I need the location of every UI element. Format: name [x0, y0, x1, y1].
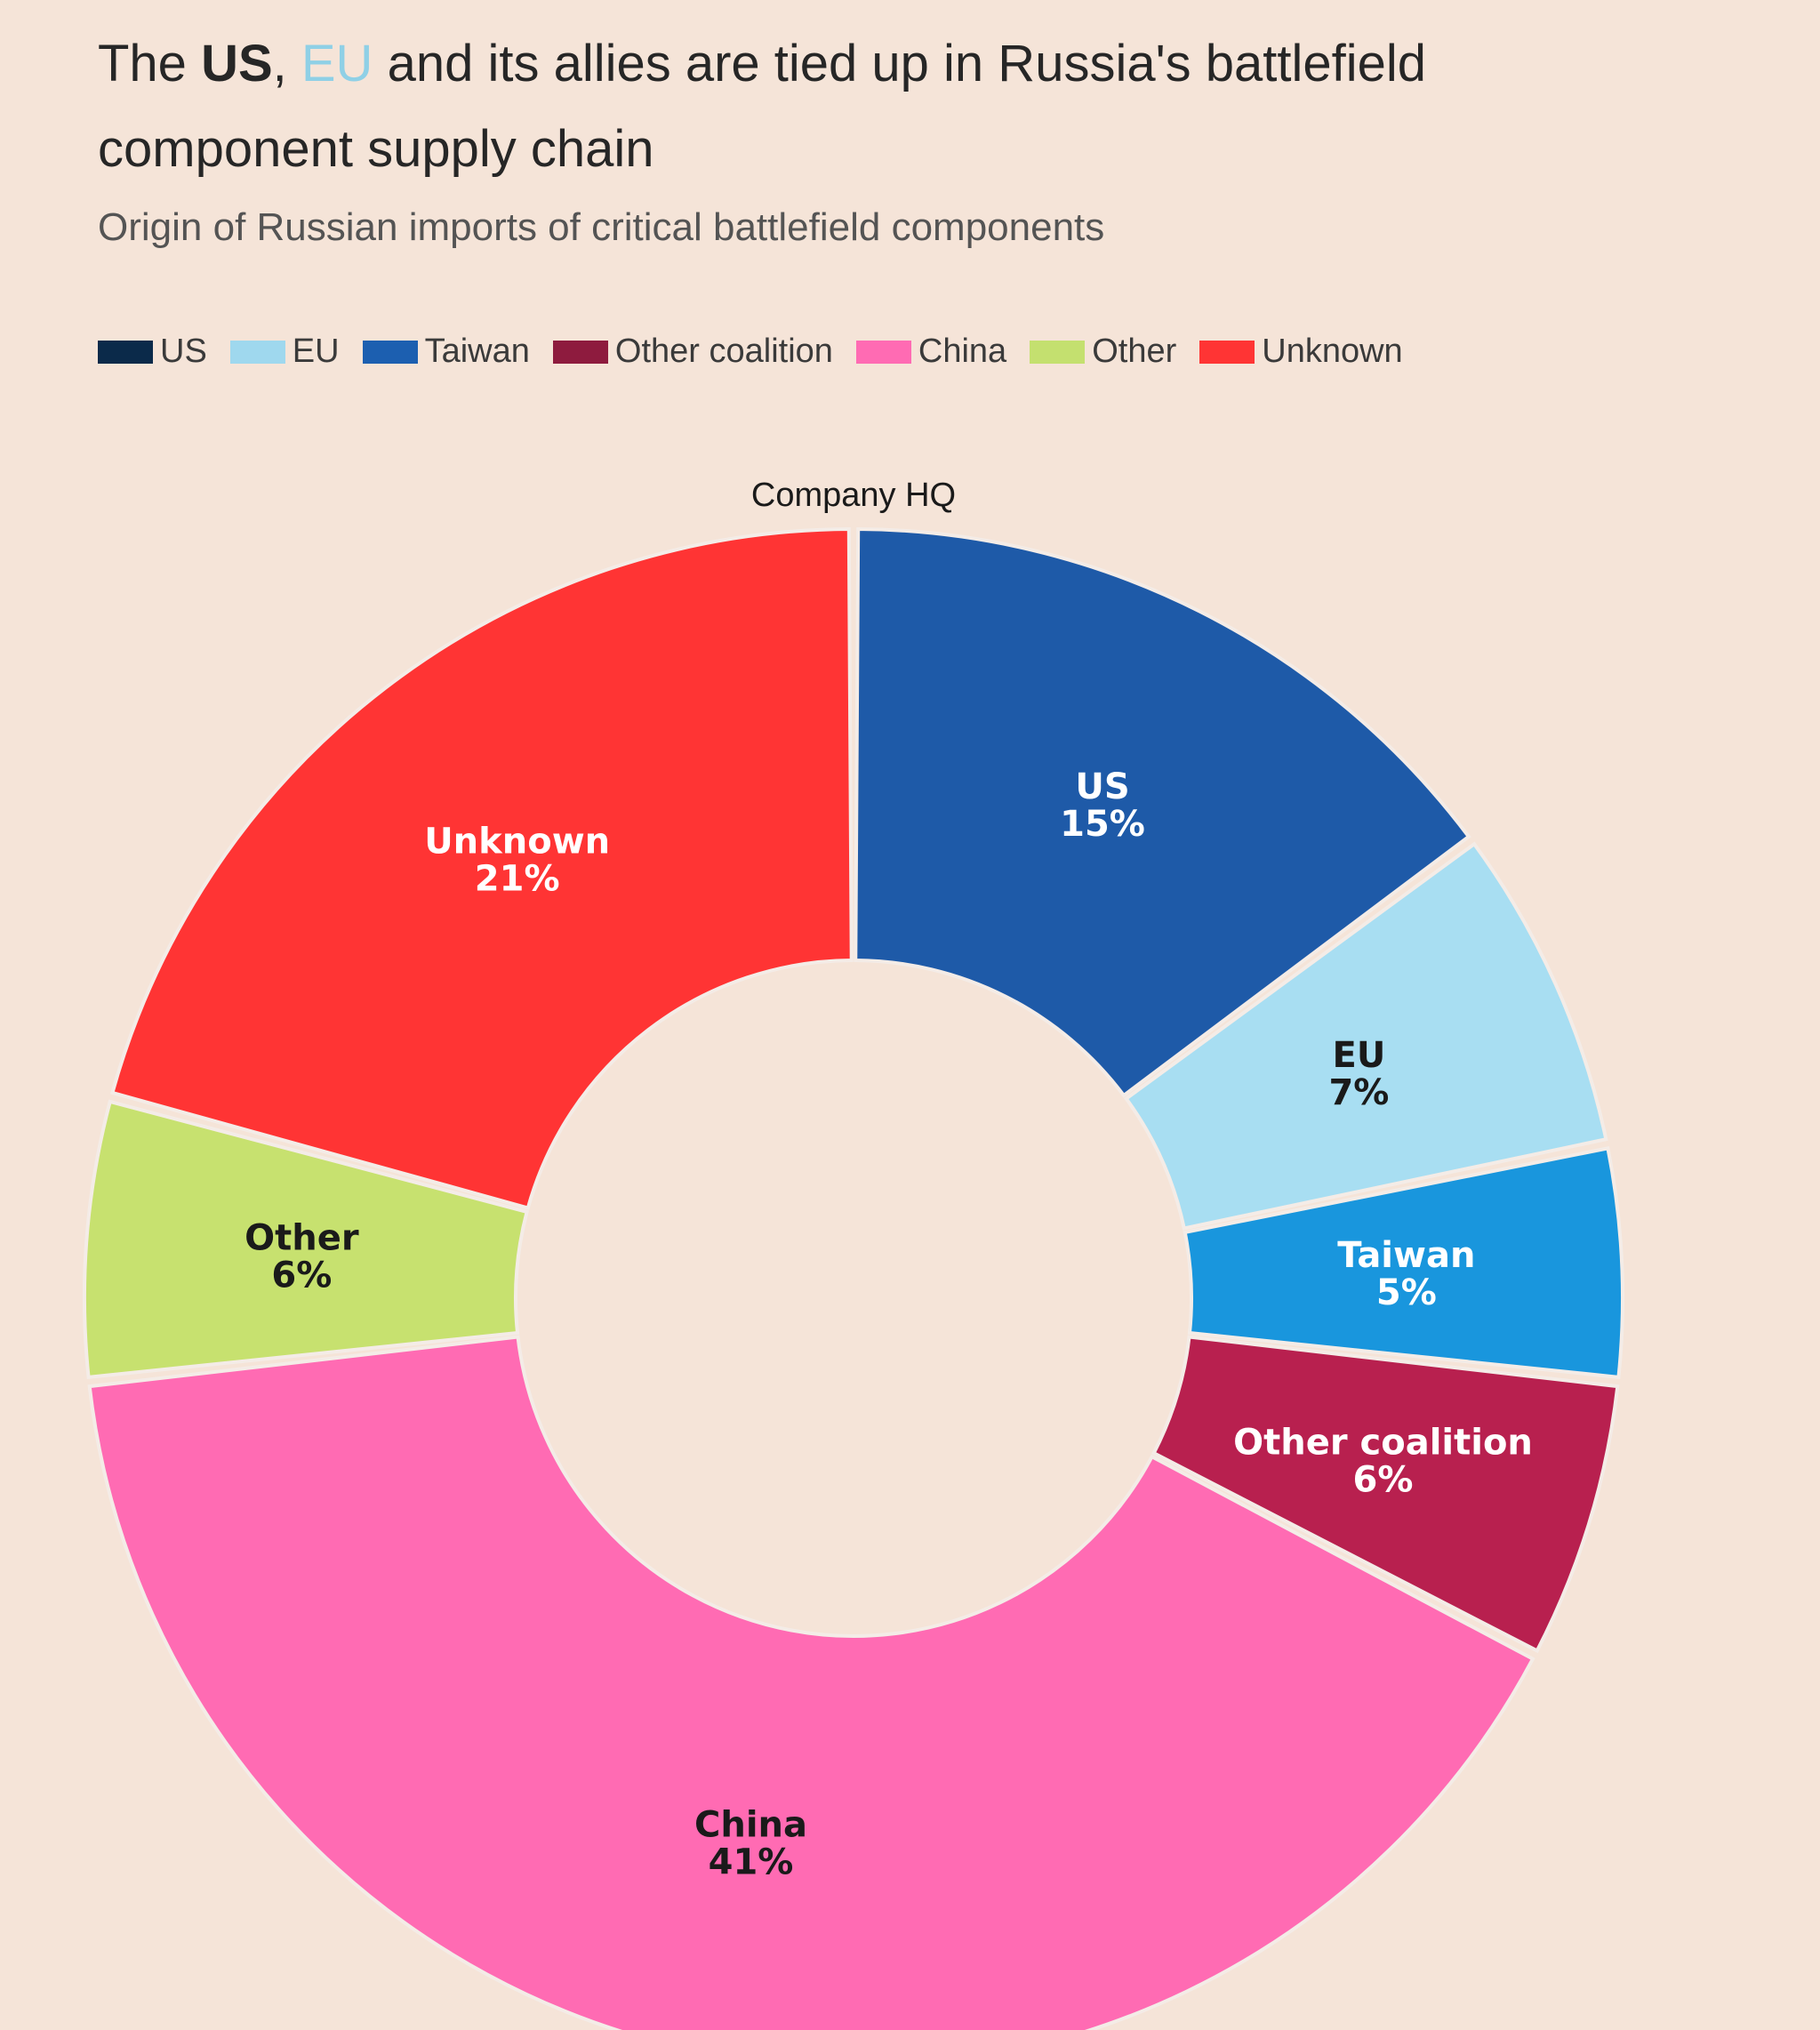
title-us: US: [201, 35, 273, 92]
legend-swatch: [98, 340, 153, 364]
slice-label: Other coalition 6%: [1233, 1422, 1533, 1500]
title-comma: ,: [272, 35, 301, 92]
legend-item: Taiwan: [362, 333, 530, 371]
slice-category: US: [1075, 766, 1129, 807]
chart-top-label: Company HQ: [751, 477, 956, 514]
donut-slice-other-coalition[interactable]: [1151, 1335, 1620, 1654]
legend-item: Unknown: [1199, 333, 1403, 371]
legend-swatch: [229, 340, 285, 364]
donut-slice-unknown[interactable]: [109, 527, 854, 1210]
legend-label: Other: [1092, 333, 1177, 370]
legend-swatch: [1199, 340, 1255, 364]
title-eu: EU: [301, 35, 373, 92]
slice-category: Taiwan: [1337, 1235, 1475, 1276]
legend-swatch: [855, 340, 911, 364]
legend-swatch: [362, 340, 418, 364]
legend-item: US: [98, 333, 207, 371]
legend-item: Other coalition: [552, 333, 833, 371]
title-prefix: The: [98, 35, 202, 92]
slice-percent: 6%: [271, 1256, 332, 1296]
slice-label: Taiwan 5%: [1337, 1235, 1475, 1313]
donut-slice-taiwan[interactable]: [1183, 1146, 1624, 1380]
legend-item: China: [855, 333, 1007, 371]
donut-slice-other[interactable]: [83, 1099, 530, 1380]
donut-slice-china[interactable]: [87, 1335, 1535, 2030]
title-rest: and its allies are tied up in Russia's b…: [98, 35, 1427, 178]
donut-slice-eu[interactable]: [1123, 841, 1608, 1231]
legend-swatch: [552, 340, 608, 364]
slice-percent: 21%: [475, 859, 560, 900]
slice-percent: 15%: [1060, 804, 1145, 845]
slice-percent: 5%: [1376, 1272, 1437, 1313]
legend-item: Other: [1030, 333, 1176, 371]
slice-label: Unknown 21%: [424, 822, 610, 900]
chart-subtitle: Origin of Russian imports of critical ba…: [98, 205, 1105, 249]
slice-percent: 6%: [1353, 1459, 1414, 1500]
slice-label: China 41%: [694, 1805, 807, 1883]
chart-legend: US EU Taiwan Other coalition China Other Unkno…: [98, 333, 1426, 371]
chart-title: The US, EU and its allies are tied up in…: [98, 21, 1609, 192]
slice-label: EU 7%: [1328, 1035, 1389, 1113]
slice-label: US 15%: [1060, 766, 1145, 845]
legend-label: Taiwan: [424, 333, 530, 370]
slice-category: Other: [245, 1218, 359, 1259]
legend-swatch: [1030, 340, 1086, 364]
slice-category: Unknown: [424, 822, 610, 863]
legend-label: Other coalition: [614, 333, 833, 370]
slice-category: China: [694, 1805, 807, 1846]
slice-percent: 41%: [709, 1842, 794, 1883]
slice-percent: 7%: [1328, 1072, 1389, 1113]
legend-item: EU: [229, 333, 340, 371]
slice-label: Other 6%: [245, 1218, 359, 1296]
legend-label: EU: [292, 333, 340, 370]
legend-label: China: [918, 333, 1007, 370]
legend-label: US: [160, 333, 207, 370]
slice-category: EU: [1333, 1035, 1386, 1076]
legend-label: Unknown: [1262, 333, 1403, 370]
donut-slice-us[interactable]: [854, 527, 1471, 1098]
slice-category: Other coalition: [1233, 1422, 1533, 1463]
